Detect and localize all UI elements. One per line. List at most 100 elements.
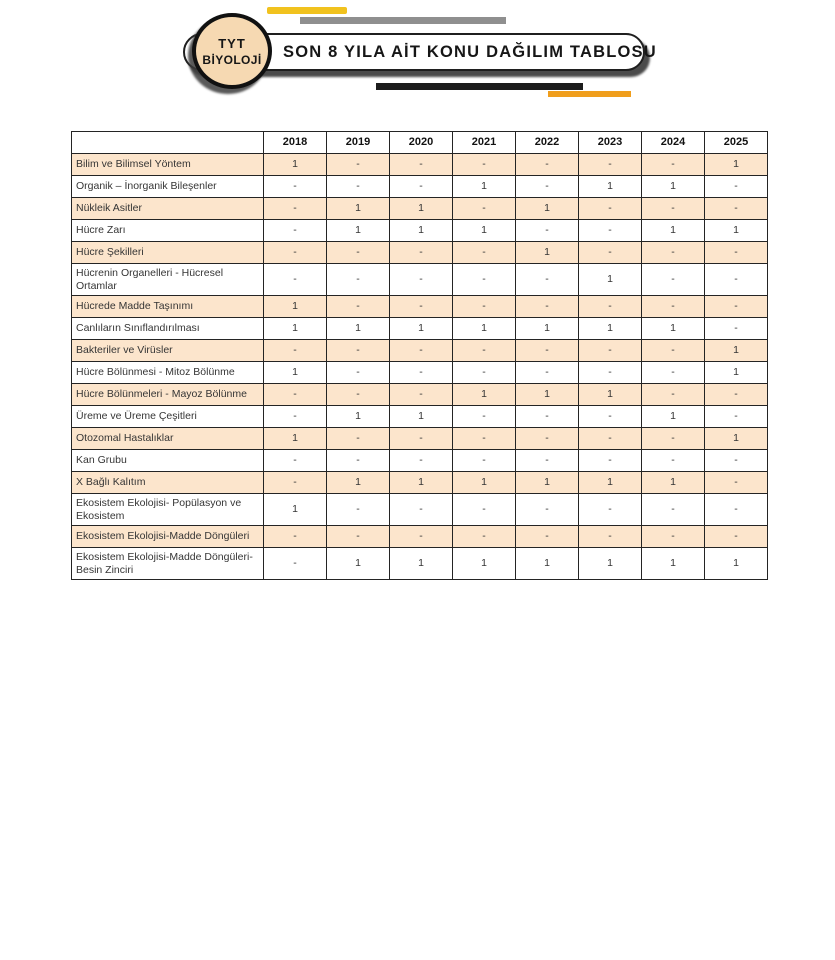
year-header-cell: 2021 — [452, 131, 516, 154]
count-cell: - — [389, 153, 453, 176]
count-cell: 1 — [704, 339, 768, 362]
count-cell: - — [263, 241, 327, 264]
count-cell: 1 — [704, 361, 768, 384]
empty-corner-cell — [71, 131, 264, 154]
count-cell: 1 — [263, 317, 327, 340]
count-cell: - — [641, 525, 705, 548]
count-cell: - — [704, 317, 768, 340]
decor-bar-orange-bottom — [548, 91, 631, 97]
count-cell: - — [578, 295, 642, 318]
count-cell: 1 — [578, 547, 642, 580]
count-cell: - — [389, 295, 453, 318]
count-cell: 1 — [326, 405, 390, 428]
year-header-cell: 2018 — [263, 131, 327, 154]
topic-label-cell: Hücrede Madde Taşınımı — [71, 295, 264, 318]
count-cell: - — [326, 449, 390, 472]
count-cell: - — [326, 493, 390, 526]
topic-label-cell: X Bağlı Kalıtım — [71, 471, 264, 494]
topic-label-cell: Organik – İnorganik Bileşenler — [71, 175, 264, 198]
table-row: Nükleik Asitler -1 1-1- - - — [71, 197, 768, 220]
count-cell: - — [578, 361, 642, 384]
count-cell: - — [578, 405, 642, 428]
year-header-cell: 2025 — [704, 131, 768, 154]
count-cell: - — [641, 295, 705, 318]
topic-label-cell: Ekosistem Ekolojisi-Madde Döngüleri-Besi… — [71, 547, 264, 580]
count-cell: - — [578, 427, 642, 450]
count-cell: - — [452, 405, 516, 428]
count-cell: - — [704, 493, 768, 526]
count-cell: - — [641, 197, 705, 220]
count-cell: 1 — [389, 471, 453, 494]
count-cell: 1 — [263, 361, 327, 384]
count-cell: - — [263, 263, 327, 296]
count-cell: - — [389, 525, 453, 548]
count-cell: 1 — [326, 317, 390, 340]
count-cell: - — [578, 449, 642, 472]
topic-label-cell: Hücrenin Organelleri - Hücresel Ortamlar — [71, 263, 264, 296]
count-cell: - — [515, 175, 579, 198]
count-cell: - — [515, 493, 579, 526]
count-cell: - — [578, 241, 642, 264]
count-cell: 1 — [326, 547, 390, 580]
count-cell: - — [389, 339, 453, 362]
count-cell: 1 — [578, 317, 642, 340]
count-cell: - — [326, 295, 390, 318]
count-cell: - — [263, 219, 327, 242]
count-cell: - — [515, 405, 579, 428]
count-cell: 1 — [704, 547, 768, 580]
count-cell: 1 — [515, 383, 579, 406]
count-cell: - — [263, 339, 327, 362]
count-cell: 1 — [389, 219, 453, 242]
count-cell: 1 — [263, 427, 327, 450]
count-cell: 1 — [578, 263, 642, 296]
count-cell: - — [389, 493, 453, 526]
decor-bar-black-bottom — [376, 83, 583, 90]
badge-exam-label: TYT — [218, 35, 246, 51]
count-cell: 1 — [326, 219, 390, 242]
topic-label-cell: Canlıların Sınıflandırılması — [71, 317, 264, 340]
count-cell: - — [452, 525, 516, 548]
count-cell: - — [263, 471, 327, 494]
count-cell: - — [326, 427, 390, 450]
count-cell: - — [578, 493, 642, 526]
table-row: Hücrede Madde Taşınımı 1- - - - - - - — [71, 295, 768, 318]
count-cell: - — [641, 427, 705, 450]
count-cell: 1 — [326, 197, 390, 220]
year-header-row: 2018 2019 2020 2021 2022 2023 2024 2025 — [71, 131, 768, 154]
count-cell: 1 — [641, 405, 705, 428]
topic-label-cell: Bakteriler ve Virüsler — [71, 339, 264, 362]
count-cell: - — [389, 361, 453, 384]
topic-label-cell: Hücre Bölünmesi - Mitoz Bölünme — [71, 361, 264, 384]
count-cell: - — [515, 219, 579, 242]
count-cell: 1 — [263, 295, 327, 318]
count-cell: - — [578, 197, 642, 220]
count-cell: - — [704, 383, 768, 406]
count-cell: - — [515, 263, 579, 296]
count-cell: - — [389, 263, 453, 296]
count-cell: - — [452, 153, 516, 176]
count-cell: 1 — [578, 383, 642, 406]
count-cell: 1 — [389, 405, 453, 428]
count-cell: 1 — [515, 547, 579, 580]
count-cell: - — [452, 295, 516, 318]
table-row: Otozomal Hastalıklar 1- - - - - -1 — [71, 427, 768, 450]
count-cell: - — [578, 339, 642, 362]
count-cell: - — [452, 427, 516, 450]
count-cell: 1 — [704, 219, 768, 242]
table-row: Bilim ve Bilimsel Yöntem 1- - - - - -1 — [71, 153, 768, 176]
count-cell: - — [452, 339, 516, 362]
topic-rows: Bilim ve Bilimsel Yöntem 1- - - - - -1 Organik … — [71, 153, 768, 580]
count-cell: 1 — [389, 547, 453, 580]
count-cell: - — [389, 427, 453, 450]
count-cell: 1 — [515, 241, 579, 264]
table-row: Kan Grubu - - - - - - - - — [71, 449, 768, 472]
table-row: Organik – İnorganik Bileşenler - - -1-1 1- — [71, 175, 768, 198]
count-cell: - — [704, 295, 768, 318]
count-cell: - — [389, 449, 453, 472]
count-cell: - — [263, 405, 327, 428]
table-row: Hücre Şekilleri - - - -1- - - — [71, 241, 768, 264]
count-cell: 1 — [263, 493, 327, 526]
count-cell: 1 — [452, 547, 516, 580]
count-cell: 1 — [578, 471, 642, 494]
count-cell: 1 — [515, 197, 579, 220]
